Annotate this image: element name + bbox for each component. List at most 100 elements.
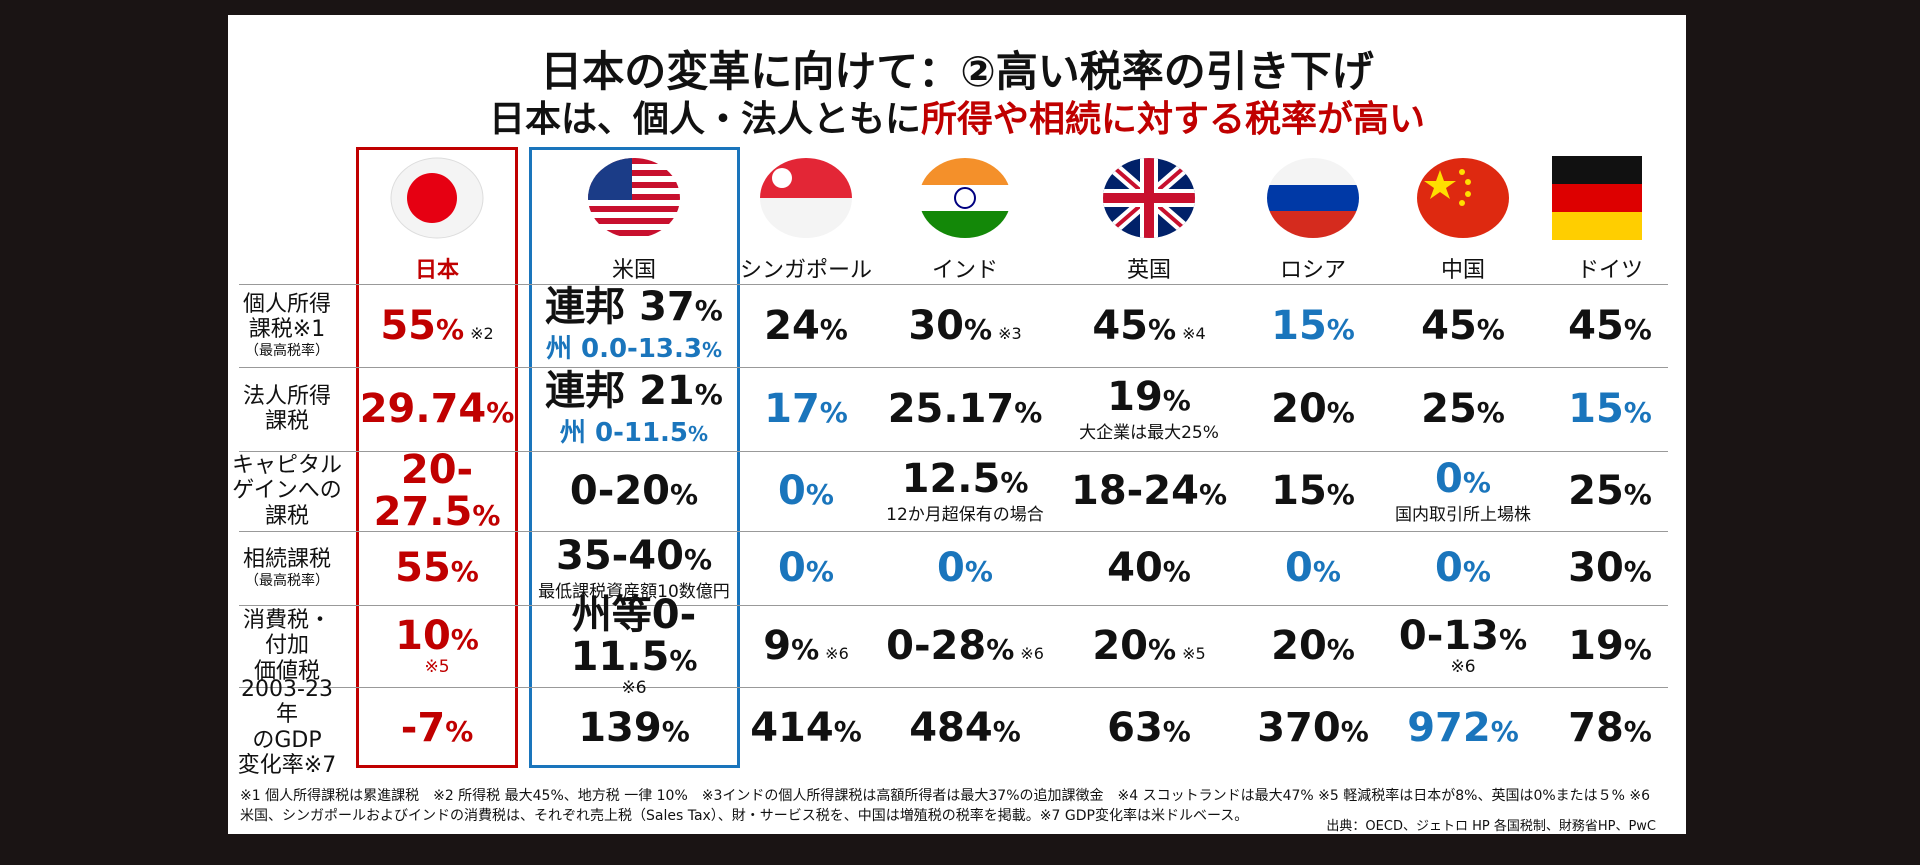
cell-value: 63% [1107, 704, 1191, 751]
cell-note: ※2 [470, 323, 494, 343]
cell: -7% [332, 687, 542, 768]
cell-value: 18-24% [1071, 468, 1227, 514]
cell: 35-40% 最低課税資産額10数億円 [529, 531, 739, 605]
cell-value: 20% [1271, 386, 1355, 432]
cell-line: 連邦 21% [545, 370, 723, 412]
cell-value: 17% [764, 386, 848, 432]
cell-note: ※5 [1182, 644, 1206, 663]
row-label-text: 法人所得 課税 [242, 383, 331, 434]
cell-value: 12.5% [901, 455, 1029, 502]
column-box [356, 147, 518, 768]
cell: 55% [332, 531, 542, 605]
cell-sub: 最低課税資産額10数億円 [538, 581, 730, 602]
cell-value: 45% [1421, 302, 1505, 349]
cell-line: 24% [764, 305, 848, 347]
cell-line: 484% [909, 707, 1021, 749]
cell: 370% [1208, 687, 1418, 768]
row-label-text: 相続課税 [242, 547, 331, 573]
title: 日本の変革に向けて：②高い税率の引き下げ [540, 47, 1374, 96]
cell-sub: 12か月超保有の場合 [886, 504, 1044, 525]
row-label: 法人所得 課税 [232, 367, 342, 451]
country-name: 日本 [414, 258, 459, 283]
cell-line: 55% [395, 547, 479, 589]
row-divider [239, 605, 1668, 606]
cell-value: 972% [1407, 704, 1519, 751]
cell: 20% [1208, 367, 1418, 451]
cell-value: 0-13% [1398, 613, 1528, 659]
cell-line: 139% [578, 707, 690, 749]
cell: 20% ※5 [1044, 605, 1254, 687]
subtitle-text: 日本は、個人・法人ともに [488, 99, 921, 140]
cell-value: 370% [1257, 704, 1369, 751]
cell-line: 78% [1568, 707, 1652, 749]
row-divider [239, 531, 1668, 532]
subtitle-highlight: 所得や相続に対する税率が高い [921, 99, 1426, 140]
cell-value: 19% [1107, 373, 1191, 420]
flag-india [919, 158, 1011, 238]
cell: 25% [1505, 451, 1715, 531]
flag-germany [1552, 156, 1642, 240]
country-name: 中国 [1440, 258, 1485, 283]
cell: 63% [1044, 687, 1254, 768]
flag-usa [588, 158, 680, 238]
cell-value: 連邦 21% [545, 367, 723, 414]
cell-sub: 国内取引所上場株 [1395, 504, 1531, 525]
cell-line: 19% [1107, 376, 1191, 418]
cell-line: 17% [764, 388, 848, 430]
cell: 0% [701, 531, 911, 605]
cell: 40% [1044, 531, 1254, 605]
cell: 414% [701, 687, 911, 768]
cell-line: 9% ※6 [763, 625, 849, 667]
cell-value: 0% [1435, 455, 1491, 502]
row-label: 個人所得 課税※1 （最高税率） [232, 284, 342, 367]
cell: 0% [1208, 531, 1418, 605]
cell: 12.5% 12か月超保有の場合 [860, 451, 1070, 531]
cell-line: 20% ※5 [1092, 625, 1205, 667]
cell: 78% [1505, 687, 1715, 768]
cell-sub: 大企業は最大25% [1079, 422, 1219, 443]
cell: 55% ※2 [332, 284, 542, 367]
cell-line: 30% ※3 [908, 305, 1021, 347]
cell: 29.74% [332, 367, 542, 451]
cell: 20- 27.5% [332, 449, 542, 533]
cell: 0-13% ※6 [1358, 605, 1568, 687]
cell-line: 0-13% [1399, 615, 1527, 657]
cell-value: 20% [1092, 623, 1177, 669]
cell-line: 20- 27.5% [374, 449, 501, 533]
cell-value: 414% [750, 704, 862, 751]
cell-sub: ※6 [1450, 657, 1476, 677]
cell-value: 15% [1271, 302, 1355, 349]
cell: 25% [1358, 367, 1568, 451]
source: 出典：OECD、ジェトロ HP 各国税制、財務省HP、PwC [1326, 819, 1656, 834]
row-divider [239, 451, 1668, 452]
cell: 0% 国内取引所上場株 [1358, 451, 1568, 531]
cell-line: 18-24% [1071, 470, 1227, 512]
cell-line: 10% [395, 615, 479, 657]
cell-line: 29.74% [360, 388, 515, 430]
cell-line2: 州 0.0-13.3% [545, 334, 723, 364]
cell-value: 20% [1271, 623, 1355, 669]
cell: 20% [1208, 605, 1418, 687]
cell-line: 370% [1257, 707, 1369, 749]
country-name: インド [931, 258, 998, 283]
row-divider [239, 367, 1668, 368]
cell-value: 40% [1107, 545, 1191, 591]
cell: 45% [1358, 284, 1568, 367]
cell-value: 20- 27.5% [373, 447, 501, 535]
cell-value: 25% [1421, 386, 1505, 432]
cell-line: 15% [1271, 470, 1355, 512]
cell-value: 139% [578, 704, 690, 751]
cell-line: -7% [401, 707, 474, 749]
flag-china [1417, 158, 1509, 238]
cell: 0% [1358, 531, 1568, 605]
cell-value: 45% [1092, 302, 1177, 349]
cell: 0-20% [529, 451, 739, 531]
cell-value: 15% [1271, 468, 1355, 514]
cell-value: 55% [380, 302, 465, 349]
cell-line: 45% ※4 [1092, 305, 1205, 347]
cell-value: 0% [778, 545, 834, 591]
cell-value: 0-28% [886, 623, 1015, 669]
cell: 連邦 21% 州 0-11.5% [529, 367, 739, 451]
country-name: シンガポール [739, 258, 872, 283]
cell-note: ※6 [825, 644, 849, 663]
